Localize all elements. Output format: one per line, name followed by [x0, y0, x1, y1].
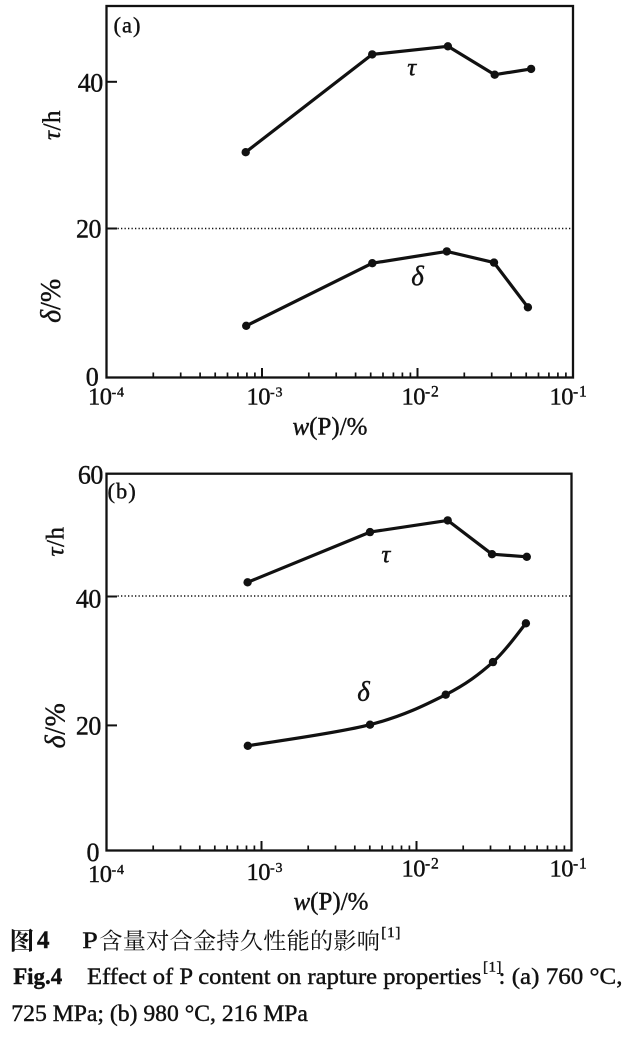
svg-text:10-2: 10-2 [402, 856, 440, 883]
svg-text:[1]: [1] [381, 925, 401, 941]
svg-text:: (a) 760 °C,: : (a) 760 °C, [499, 964, 623, 990]
svg-text:10-2: 10-2 [402, 384, 440, 411]
svg-text:δ: δ [411, 261, 424, 291]
svg-text:Fig.4: Fig.4 [13, 964, 62, 990]
svg-text:δ: δ [357, 677, 370, 707]
svg-text:(b): (b) [108, 479, 137, 504]
svg-text:w(P)/%: w(P)/% [293, 889, 368, 916]
svg-text:δ/%: δ/% [36, 279, 67, 323]
svg-text:10-3: 10-3 [247, 384, 284, 411]
svg-text:4: 4 [37, 927, 50, 954]
svg-text:τ/h: τ/h [39, 110, 66, 140]
svg-text:20: 20 [76, 215, 102, 244]
svg-text:10-4: 10-4 [88, 384, 125, 411]
svg-text:Effect of P content on rapture: Effect of P content on rapture propertie… [87, 964, 482, 990]
svg-text:20: 20 [76, 712, 102, 741]
svg-text:w(P)/%: w(P)/% [292, 414, 367, 441]
svg-text:0: 0 [86, 362, 99, 391]
svg-text:τ: τ [381, 541, 391, 568]
svg-text:τ: τ [407, 54, 417, 81]
svg-text:10-1: 10-1 [550, 856, 588, 883]
svg-text:60: 60 [78, 461, 104, 490]
svg-text:P: P [82, 928, 98, 954]
svg-text:10-3: 10-3 [247, 859, 284, 886]
svg-text:725 MPa; (b) 980 °C, 216 MPa: 725 MPa; (b) 980 °C, 216 MPa [11, 1001, 308, 1027]
svg-text:[1]: [1] [483, 960, 502, 976]
svg-text:10-1: 10-1 [550, 384, 588, 411]
svg-text:40: 40 [78, 68, 104, 97]
svg-text:τ/h: τ/h [43, 527, 70, 557]
svg-text:10-4: 10-4 [88, 861, 125, 888]
svg-text:0: 0 [87, 838, 100, 867]
svg-text:40: 40 [76, 584, 102, 613]
svg-text:(a): (a) [114, 13, 142, 38]
svg-text:δ/%: δ/% [41, 703, 72, 749]
